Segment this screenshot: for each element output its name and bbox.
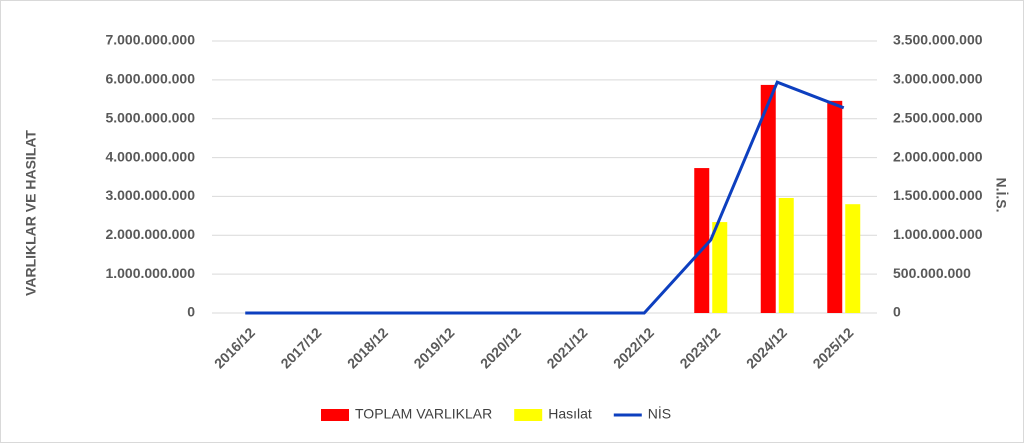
y-tick-label: 0: [187, 304, 195, 320]
y2-tick-label: 2.000.000.000: [893, 148, 983, 164]
bar: [760, 84, 776, 313]
y2-tick-label: 3.500.000.000: [893, 32, 983, 48]
y2-tick-label: 500.000.000: [893, 265, 971, 281]
bar: [845, 204, 861, 313]
y2-tick-label: 3.000.000.000: [893, 71, 983, 87]
y2-tick-label: 1.000.000.000: [893, 226, 983, 242]
legend-label: Hasılat: [548, 406, 592, 422]
y-tick-label: 2.000.000.000: [105, 226, 195, 242]
y-tick-label: 5.000.000.000: [105, 109, 195, 125]
y2-tick-label: 0: [893, 304, 901, 320]
y2-tick-label: 1.500.000.000: [893, 187, 983, 203]
bar: [778, 197, 794, 313]
legend-label: TOPLAM VARLIKLAR: [355, 406, 492, 422]
legend-swatch: [321, 409, 349, 421]
y2-tick-label: 2.500.000.000: [893, 109, 983, 125]
y-tick-label: 1.000.000.000: [105, 265, 195, 281]
y-tick-label: 3.000.000.000: [105, 187, 195, 203]
bar: [694, 168, 710, 313]
y-axis-title: VARLIKLAR VE HASILAT: [23, 130, 39, 296]
y-tick-label: 6.000.000.000: [105, 71, 195, 87]
legend-swatch: [514, 409, 543, 421]
bar: [712, 222, 728, 313]
legend-label: NİS: [648, 405, 671, 422]
line: [245, 80, 845, 315]
y-tick-label: 7.000.000.000: [105, 32, 195, 48]
y2-axis-title: N.İ.S.: [993, 177, 1009, 212]
bar: [827, 100, 843, 313]
y-tick-label: 4.000.000.000: [105, 148, 195, 164]
